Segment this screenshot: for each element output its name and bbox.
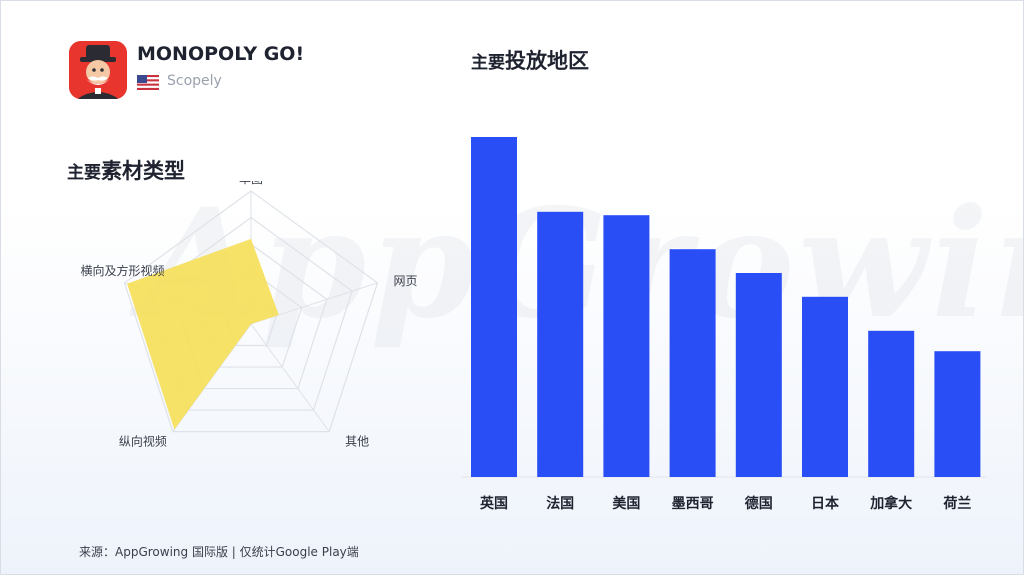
region-section-title: 主要投放地区 xyxy=(471,45,589,75)
material-radar-chart: 单图网页其他 纵向视频 横向及方形视频 xyxy=(81,181,418,449)
bar xyxy=(802,296,848,477)
bar xyxy=(537,211,584,478)
material-title-rest: 素材类型 xyxy=(101,159,185,183)
radar-ring xyxy=(123,190,379,433)
source-note: 来源：AppGrowing 国际版 | 仅统计Google Play端 xyxy=(79,545,359,559)
x-tick-label: 法国 xyxy=(546,495,574,512)
radar-area xyxy=(127,238,279,430)
region-bar-chart: 英国 法国 美国 墨西哥 德国 日本 加拿大 荷兰 xyxy=(461,137,986,512)
material-title-lead: 主要 xyxy=(67,163,101,183)
bar xyxy=(868,330,915,477)
radar-axis-label: 纵向视频 xyxy=(119,434,167,449)
publisher: Scopely xyxy=(167,73,222,89)
bar xyxy=(471,137,517,477)
radar-axis-label: 横向及方形视频 xyxy=(81,263,165,278)
region-title-rest: 投放地区 xyxy=(505,49,589,73)
x-tick-label: 英国 xyxy=(479,495,508,512)
app-header: MONOPOLY GO! Scopely xyxy=(69,41,399,101)
radar-spoke xyxy=(250,323,330,432)
bar xyxy=(735,273,782,477)
bar xyxy=(934,351,981,477)
us-flag-icon xyxy=(137,75,159,90)
radar-axis-label: 网页 xyxy=(393,274,417,288)
x-tick-label: 日本 xyxy=(811,495,840,512)
x-tick-label: 加拿大 xyxy=(869,495,912,512)
x-tick-label: 墨西哥 xyxy=(672,496,714,512)
material-section-title: 主要素材类型 xyxy=(67,155,185,185)
bar xyxy=(603,215,650,477)
app-title: MONOPOLY GO! xyxy=(137,43,305,65)
region-title-lead: 主要 xyxy=(471,53,505,73)
radar-axis-label: 单图 xyxy=(239,181,263,186)
monopoly-man-icon[interactable] xyxy=(69,41,127,99)
x-tick-label: 美国 xyxy=(612,495,640,512)
bar xyxy=(669,249,716,477)
x-tick-label: 德国 xyxy=(745,495,773,512)
x-tick-label: 荷兰 xyxy=(942,495,971,512)
radar-axis-label: 其他 xyxy=(345,435,369,449)
